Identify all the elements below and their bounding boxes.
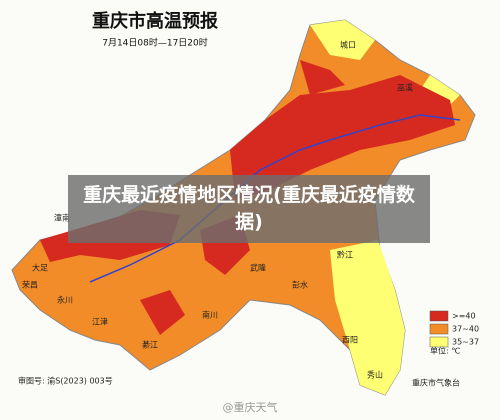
place-label: 彭水 <box>292 280 308 290</box>
overlay-box: 重庆最近疫情地区情况(重庆最近疫情数据) <box>68 175 430 243</box>
legend-swatch <box>429 323 449 335</box>
place-label: 江津 <box>92 317 108 327</box>
hot-zone <box>230 75 455 200</box>
place-label: 城口 <box>340 41 356 50</box>
map-number: 审图号: 渝S(2023) 003号 <box>18 376 113 386</box>
legend-unit: 单位: ℃ <box>430 346 460 356</box>
place-label: 秀山 <box>367 370 383 380</box>
watermark: @重庆天气 <box>223 400 278 414</box>
hot-zones <box>40 60 455 335</box>
river <box>89 114 461 283</box>
hot-zone <box>140 290 185 335</box>
legend-label: 37~40 <box>452 325 479 334</box>
place-label: 酉阳 <box>342 336 358 345</box>
place-label: 南川 <box>202 310 218 320</box>
mild-zones <box>310 20 460 395</box>
agency: 重庆市气象台 <box>412 378 460 388</box>
map-subtitle: 7月14日08时—17日20时 <box>102 37 208 49</box>
legend-label: >=40 <box>452 312 476 321</box>
legend-label: 35~37 <box>452 338 479 347</box>
place-label: 黔江 <box>337 250 353 260</box>
mild-zone <box>420 75 460 105</box>
legend-swatch <box>429 310 449 322</box>
place-label: 巫溪 <box>397 83 413 93</box>
map-title: 重庆市高温预报 <box>92 10 218 32</box>
place-label: 大足 <box>32 263 48 273</box>
place-label: 潼南 <box>54 213 70 223</box>
place-label: 永川 <box>57 295 73 305</box>
legend-swatch <box>429 336 449 348</box>
place-label: 武隆 <box>250 263 266 273</box>
mild-zone <box>310 20 375 60</box>
overlay-text: 重庆最近疫情地区情况(重庆最近疫情数据) <box>83 184 415 233</box>
place-label: 綦江 <box>142 340 158 350</box>
hot-zone <box>300 60 345 95</box>
mild-zone <box>330 240 405 395</box>
place-label: 荣昌 <box>22 280 38 290</box>
